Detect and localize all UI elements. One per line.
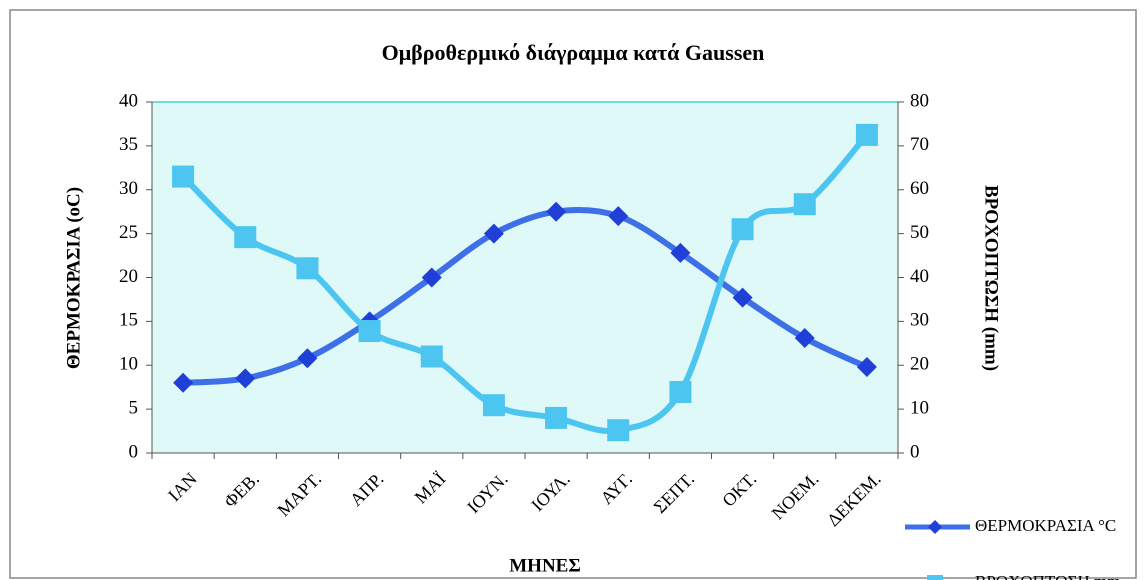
marker xyxy=(545,406,568,429)
y2-tick-label: 30 xyxy=(910,310,929,331)
chart-title: Ομβροθερμικό διάγραμμα κατά Gaussen xyxy=(382,40,765,65)
marker xyxy=(607,419,630,442)
marker xyxy=(421,267,442,288)
y2-tick-label: 80 xyxy=(910,90,929,111)
marker xyxy=(483,223,504,244)
marker xyxy=(420,345,443,368)
marker xyxy=(855,123,878,146)
y-tick-label: 30 xyxy=(119,178,138,199)
y-tick-label: 20 xyxy=(119,266,138,287)
marker xyxy=(358,320,381,343)
y-axis-label: ΘΕΡΜΟΚΡΑΣΙΑ (oC) xyxy=(63,187,84,369)
y-tick-label: 25 xyxy=(119,222,138,243)
marker xyxy=(235,368,256,389)
y2-tick-label: 50 xyxy=(910,222,929,243)
legend-label: ΘΕΡΜΟΚΡΑΣΙΑ °C xyxy=(975,516,1116,535)
marker xyxy=(732,287,753,308)
legend-marker xyxy=(927,575,943,580)
y-tick-label: 15 xyxy=(119,310,138,331)
marker xyxy=(296,257,319,280)
marker xyxy=(297,348,318,369)
y-tick-label: 35 xyxy=(119,134,138,155)
y2-tick-label: 20 xyxy=(910,354,929,375)
y2-tick-label: 10 xyxy=(910,397,929,418)
y2-tick-label: 70 xyxy=(910,134,929,155)
marker xyxy=(670,242,691,263)
y2-tick-label: 0 xyxy=(910,441,920,462)
marker xyxy=(172,165,195,188)
marker xyxy=(608,206,629,227)
y-tick-label: 10 xyxy=(119,354,138,375)
marker xyxy=(482,394,505,417)
legend-label: ΒΡΟΧΟΠΤΩΣΗ mm xyxy=(975,572,1120,580)
y-tick-label: 40 xyxy=(119,90,138,111)
marker xyxy=(546,201,567,222)
marker xyxy=(856,357,877,378)
y2-tick-label: 60 xyxy=(910,178,929,199)
marker xyxy=(731,218,754,241)
y-tick-label: 5 xyxy=(129,397,139,418)
plot-area xyxy=(152,102,898,453)
y2-axis-label: ΒΡΟΧΟΠΤΩΣΗ (mm) xyxy=(981,185,1002,371)
marker xyxy=(794,328,815,349)
marker xyxy=(669,381,692,404)
marker xyxy=(173,372,194,393)
y2-tick-label: 40 xyxy=(910,266,929,287)
marker xyxy=(793,193,816,216)
legend-marker xyxy=(928,520,942,534)
x-axis-label: ΜΗΝΕΣ xyxy=(509,555,581,576)
y-tick-label: 0 xyxy=(129,441,139,462)
marker xyxy=(234,226,257,249)
